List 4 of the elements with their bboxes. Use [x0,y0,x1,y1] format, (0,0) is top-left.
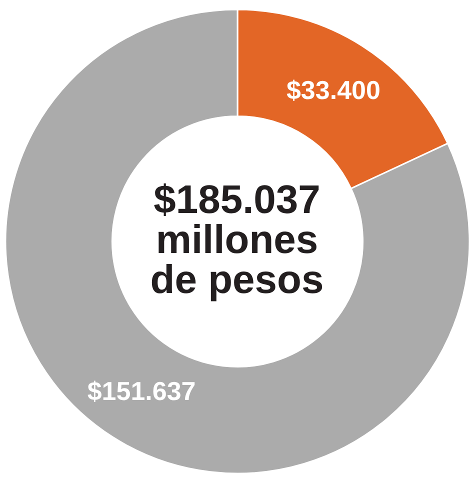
data-label: $33.400 [286,74,380,105]
text: $185.037 millones de pesos [150,178,324,302]
data-label: $151.637 [87,376,196,406]
donut-slice [4,8,470,474]
